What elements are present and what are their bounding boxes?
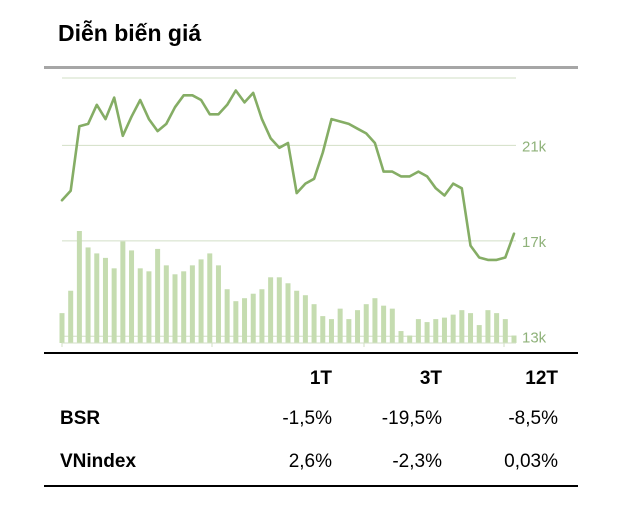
volume-bar (129, 250, 135, 343)
volume-bar (250, 293, 256, 343)
volume-bar (389, 308, 395, 343)
volume-bar (476, 325, 482, 343)
row-label-bsr: BSR (60, 408, 101, 429)
bsr-12t-value: -8,5% (508, 408, 558, 429)
volume-bar (233, 301, 239, 343)
volume-bar (468, 313, 474, 343)
row-label-vnindex: VNindex (60, 451, 137, 472)
volume-bar (433, 319, 439, 343)
price-volume-chart: 13k 17k 21k (59, 77, 547, 347)
volume-bar (372, 298, 378, 343)
column-header-3t: 3T (419, 368, 442, 389)
volume-bar (381, 305, 387, 343)
vnindex-3t-value: -2,3% (392, 451, 442, 472)
volume-bar (355, 310, 361, 343)
volume-bar (337, 308, 343, 343)
column-header-1t: 1T (309, 368, 332, 389)
volume-bar (189, 265, 195, 343)
volume-bar (415, 319, 421, 343)
volume-bar (311, 304, 317, 343)
volume-bar (207, 253, 213, 343)
volume-bar (259, 289, 265, 343)
y-tick-label-17k: 17k (522, 234, 547, 251)
volume-bar (441, 317, 447, 343)
volume-bar (485, 310, 491, 343)
volume-bar (120, 241, 126, 343)
volume-bar (146, 271, 152, 343)
vnindex-1t-value: 2,6% (288, 451, 332, 472)
volume-bar (511, 335, 517, 343)
volume-bar (346, 319, 352, 343)
volume-bar (320, 316, 326, 343)
y-tick-label-21k: 21k (522, 138, 547, 155)
volume-bar (294, 290, 300, 343)
volume-bar (276, 277, 282, 343)
volume-bar (198, 259, 204, 343)
volume-bar (268, 277, 274, 343)
volume-bar (181, 271, 187, 343)
volume-bar (224, 289, 230, 343)
volume-bar (398, 331, 404, 343)
table-top-divider (44, 352, 578, 354)
volume-bar (155, 248, 161, 343)
volume-bar (459, 310, 465, 343)
volume-bar (502, 319, 508, 343)
volume-bar (285, 283, 291, 343)
bsr-3t-value: -19,5% (381, 408, 442, 429)
volume-bar (172, 274, 178, 343)
volume-bar (68, 290, 74, 343)
volume-bar (450, 314, 456, 343)
volume-bar (94, 253, 100, 343)
volume-bar (424, 322, 430, 343)
price-line (60, 89, 516, 262)
volume-bar (85, 247, 91, 343)
volume-bar (59, 313, 65, 343)
volume-bar (302, 295, 308, 343)
vnindex-12t-value: 0,03% (504, 451, 558, 472)
volume-bar (242, 298, 248, 343)
bsr-1t-value: -1,5% (282, 408, 332, 429)
table-bottom-divider (44, 485, 578, 487)
column-header-12t: 12T (525, 368, 558, 389)
y-tick-label-13k: 13k (522, 329, 547, 346)
chart-title: Diễn biến giá (58, 20, 202, 46)
volume-bar (328, 319, 334, 343)
volume-bar (407, 335, 413, 343)
volume-bar (76, 231, 82, 343)
volume-bar (215, 265, 221, 343)
volume-bar (163, 265, 169, 343)
volume-bar (102, 257, 108, 343)
volume-bar (363, 304, 369, 343)
volume-bar (111, 268, 117, 343)
header-divider (44, 66, 578, 69)
volume-bar (494, 313, 500, 343)
volume-bar (137, 268, 143, 343)
